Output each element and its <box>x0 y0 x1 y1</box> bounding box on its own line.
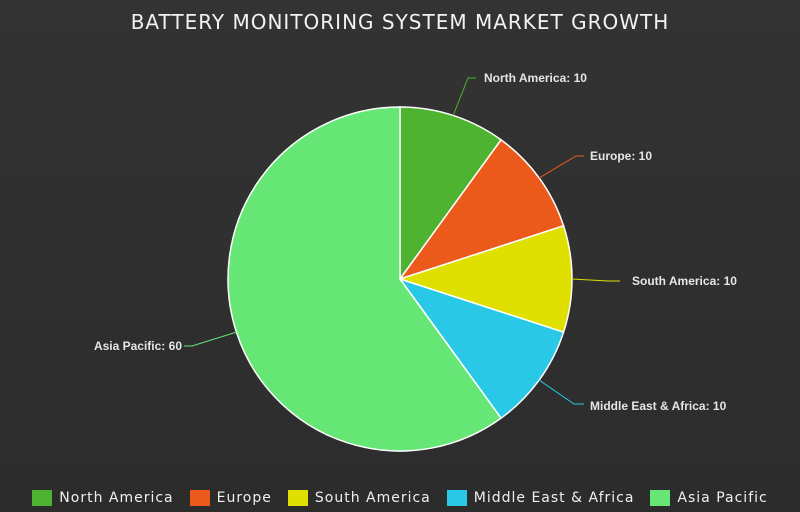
legend-label: Asia Pacific <box>677 490 768 506</box>
legend-item-europe[interactable]: Europe <box>189 490 272 506</box>
leader-line <box>452 77 476 116</box>
leader-line <box>538 155 584 179</box>
leader-line <box>571 278 620 282</box>
legend: North America Europe South America Middl… <box>0 487 800 509</box>
data-label: Middle East & Africa: 10 <box>590 399 727 413</box>
legend-swatch <box>189 490 210 506</box>
legend-label: North America <box>59 490 174 506</box>
legend-swatch <box>287 490 308 506</box>
legend-label: South America <box>314 490 431 506</box>
data-label: Asia Pacific: 60 <box>94 339 182 353</box>
legend-swatch <box>650 490 671 506</box>
legend-item-asia-pacific[interactable]: Asia Pacific <box>650 490 767 506</box>
legend-label: Middle East & Africa <box>473 490 635 506</box>
data-label: Europe: 10 <box>590 149 652 163</box>
legend-item-middle-east-africa[interactable]: Middle East & Africa <box>446 490 635 506</box>
legend-item-south-america[interactable]: South America <box>287 490 431 506</box>
data-label: South America: 10 <box>632 274 737 288</box>
legend-item-north-america[interactable]: North America <box>32 490 173 506</box>
chart-title: BATTERY MONITORING SYSTEM MARKET GROWTH <box>130 10 670 34</box>
legend-swatch <box>446 490 467 506</box>
leader-line <box>184 331 237 347</box>
pie-slice-asia-pacific[interactable] <box>227 106 503 452</box>
data-label: North America: 10 <box>484 71 587 85</box>
leader-line <box>538 379 584 405</box>
legend-swatch <box>32 490 53 506</box>
legend-label: Europe <box>216 490 272 506</box>
